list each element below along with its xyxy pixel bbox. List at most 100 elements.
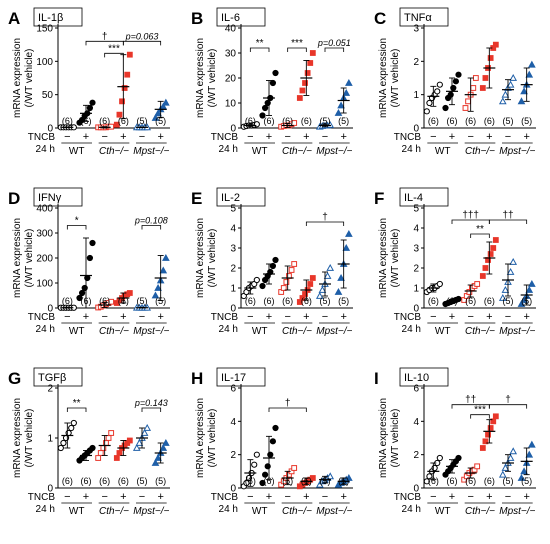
significance-bracket bbox=[66, 225, 87, 230]
data-point bbox=[151, 291, 160, 299]
tncb-sign: + bbox=[523, 311, 529, 323]
y-tick-label: 300 bbox=[36, 229, 53, 240]
significance-bracket bbox=[249, 47, 270, 52]
data-point bbox=[113, 121, 120, 128]
panel-f: F IL-4 mRNA expression(/WT vehicle) 0 1 2 3 4 5 †… bbox=[374, 187, 536, 337]
data-point bbox=[272, 256, 279, 264]
n-label: (6) bbox=[465, 116, 476, 126]
y-tick-label: 150 bbox=[36, 24, 53, 35]
data-point bbox=[79, 289, 86, 297]
n-label: (6) bbox=[264, 296, 275, 306]
data-point bbox=[267, 451, 274, 458]
group-label: WT bbox=[435, 326, 451, 337]
significance-label: † bbox=[505, 395, 511, 406]
data-point bbox=[162, 253, 170, 261]
data-point bbox=[253, 276, 260, 284]
y-axis-label-line2: (/WT vehicle) bbox=[390, 229, 401, 288]
data-point bbox=[436, 280, 443, 288]
data-point bbox=[262, 471, 269, 478]
tncb-sign: − bbox=[505, 491, 511, 503]
n-label: (6) bbox=[428, 116, 439, 126]
data-point bbox=[280, 285, 287, 291]
data-point bbox=[452, 78, 460, 85]
tncb-label: TNCB bbox=[394, 132, 422, 143]
significance-label: † bbox=[322, 212, 328, 223]
data-point bbox=[304, 70, 311, 76]
n-label: (6) bbox=[264, 116, 275, 126]
y-axis-label-line2: (/WT vehicle) bbox=[207, 49, 218, 108]
data-point bbox=[151, 458, 160, 466]
y-axis-label-line1: mRNA expression bbox=[378, 38, 389, 118]
group-label: Mpst−/− bbox=[133, 326, 169, 337]
hours-label: 24 h bbox=[219, 504, 238, 515]
significance-bracket bbox=[66, 407, 87, 412]
tncb-sign: − bbox=[247, 311, 253, 323]
panel-letter: F bbox=[374, 189, 384, 208]
n-label: (5) bbox=[503, 296, 514, 306]
y-axis-label: mRNA expression(/WT vehicle) bbox=[195, 398, 218, 478]
data-point bbox=[259, 112, 266, 119]
data-point bbox=[431, 464, 438, 472]
y-tick-label: 2 bbox=[230, 264, 236, 275]
tncb-label: TNCB bbox=[211, 132, 239, 143]
data-point bbox=[501, 463, 510, 471]
y-tick-label: 0 bbox=[47, 304, 53, 315]
group-label: WT bbox=[252, 506, 268, 517]
y-tick-label: 30 bbox=[225, 49, 237, 60]
panel-h: H IL-17 mRNA expression(/WT vehicle) 0 2 4 6 † (… bbox=[191, 367, 353, 517]
data-point bbox=[318, 285, 327, 293]
data-point bbox=[334, 287, 343, 295]
y-tick-label: 4 bbox=[230, 224, 236, 235]
data-point bbox=[60, 439, 67, 447]
data-point bbox=[269, 438, 277, 445]
n-label: (6) bbox=[264, 476, 275, 486]
y-tick-label: 3 bbox=[413, 244, 419, 255]
panel-title: IL-17 bbox=[221, 372, 246, 384]
tncb-sign: + bbox=[303, 311, 309, 323]
tncb-sign: + bbox=[83, 491, 89, 503]
n-label: (6) bbox=[62, 296, 73, 306]
data-point bbox=[154, 109, 162, 117]
data-point bbox=[97, 450, 104, 456]
n-label: (6) bbox=[62, 476, 73, 486]
data-point bbox=[309, 475, 316, 481]
data-point bbox=[474, 463, 481, 470]
data-point bbox=[528, 60, 536, 68]
n-label: (6) bbox=[81, 296, 92, 306]
significance-label: ** bbox=[476, 224, 484, 235]
data-point bbox=[259, 479, 266, 487]
data-point bbox=[307, 281, 314, 287]
data-point bbox=[262, 104, 269, 112]
tncb-sign: + bbox=[449, 311, 455, 323]
y-tick-label: 0 bbox=[413, 304, 419, 315]
data-point bbox=[143, 423, 152, 431]
n-label: (5) bbox=[521, 116, 532, 126]
hours-label: 24 h bbox=[402, 324, 421, 335]
data-point bbox=[509, 447, 518, 455]
y-axis-label-line1: mRNA expression bbox=[195, 38, 206, 118]
y-axis-label-line1: mRNA expression bbox=[12, 398, 23, 478]
tncb-sign: + bbox=[157, 491, 163, 503]
y-tick-label: 1 bbox=[230, 284, 236, 295]
panel-letter: H bbox=[191, 369, 203, 388]
y-axis-label-line2: (/WT vehicle) bbox=[24, 49, 35, 108]
data-point bbox=[269, 262, 277, 270]
group-label: Cth−/− bbox=[465, 326, 495, 337]
n-label: (6) bbox=[484, 296, 495, 306]
group-label: WT bbox=[69, 326, 85, 337]
tncb-sign: + bbox=[266, 491, 272, 503]
tncb-sign: + bbox=[157, 131, 163, 143]
data-point bbox=[517, 97, 526, 105]
data-point bbox=[119, 98, 125, 105]
data-point bbox=[89, 239, 96, 247]
tncb-sign: + bbox=[449, 131, 455, 143]
significance-bracket bbox=[141, 407, 162, 412]
y-axis-label: mRNA expression(/WT vehicle) bbox=[12, 398, 35, 478]
tncb-sign: − bbox=[322, 491, 328, 503]
n-label: (6) bbox=[245, 116, 256, 126]
data-point bbox=[251, 461, 258, 468]
data-point bbox=[498, 97, 507, 105]
n-label: (6) bbox=[428, 476, 439, 486]
y-axis-label-line1: mRNA expression bbox=[378, 398, 389, 478]
